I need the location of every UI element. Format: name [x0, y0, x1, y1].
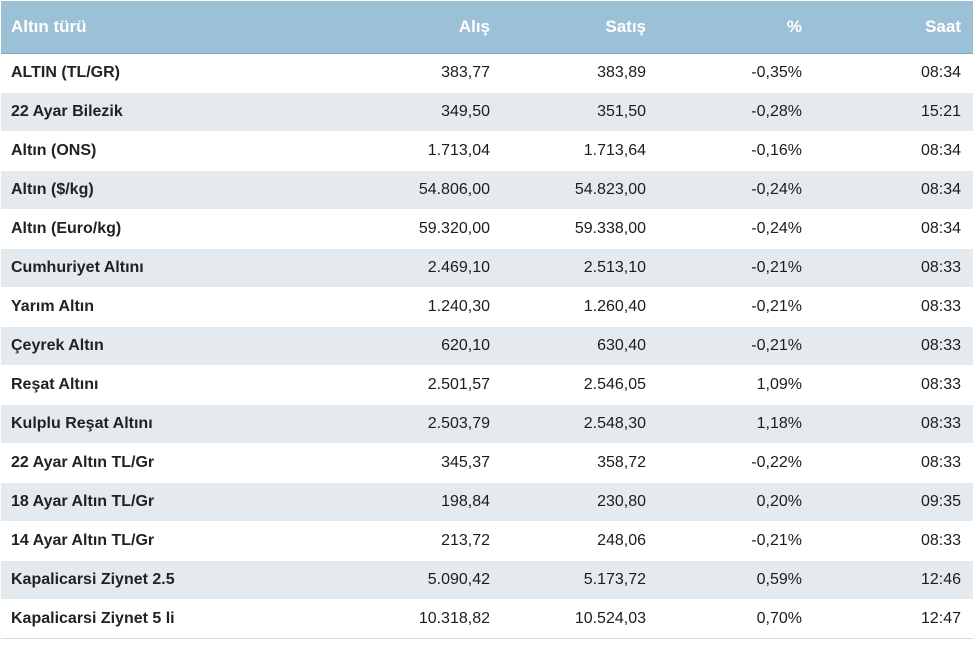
cell-time: 08:33: [814, 287, 973, 327]
table-row: 14 Ayar Altın TL/Gr 213,72 248,06 -0,21% 08:…: [1, 521, 973, 561]
cell-gold-type: Çeyrek Altın: [1, 326, 341, 366]
cell-time: 12:47: [814, 599, 973, 639]
cell-buy-price: 349,50: [341, 92, 502, 132]
cell-buy-price: 1.240,30: [341, 287, 502, 327]
header-sell: Satış: [502, 1, 658, 54]
header-type: Altın türü: [1, 1, 341, 54]
cell-time: 08:34: [814, 131, 973, 171]
cell-gold-type: ALTIN (TL/GR): [1, 53, 341, 93]
cell-sell-price: 2.548,30: [502, 404, 658, 444]
table-row: ALTIN (TL/GR) 383,77 383,89 -0,35% 08:34: [1, 53, 973, 93]
gold-prices-table: Altın türü Alış Satış % Saat ALTIN (TL/G…: [1, 1, 973, 639]
table-row: Yarım Altın 1.240,30 1.260,40 -0,21% 08:33: [1, 287, 973, 327]
table-row: 18 Ayar Altın TL/Gr 198,84 230,80 0,20% 09:3…: [1, 482, 973, 522]
table-body: ALTIN (TL/GR) 383,77 383,89 -0,35% 08:34 22 A…: [1, 53, 973, 639]
table-row: Cumhuriyet Altını 2.469,10 2.513,10 -0,21% 0…: [1, 248, 973, 288]
table-row: Çeyrek Altın 620,10 630,40 -0,21% 08:33: [1, 326, 973, 366]
cell-change-percent: -0,16%: [658, 131, 814, 171]
table-row: Altın (Euro/kg) 59.320,00 59.338,00 -0,24% 0…: [1, 209, 973, 249]
cell-time: 12:46: [814, 560, 973, 600]
cell-buy-price: 2.501,57: [341, 365, 502, 405]
cell-gold-type: Altın (Euro/kg): [1, 209, 341, 249]
cell-change-percent: -0,24%: [658, 209, 814, 249]
header-change: %: [658, 1, 814, 54]
cell-time: 15:21: [814, 92, 973, 132]
cell-sell-price: 383,89: [502, 53, 658, 93]
cell-change-percent: 1,18%: [658, 404, 814, 444]
cell-sell-price: 1.713,64: [502, 131, 658, 171]
cell-sell-price: 2.513,10: [502, 248, 658, 288]
cell-change-percent: -0,21%: [658, 248, 814, 288]
cell-buy-price: 59.320,00: [341, 209, 502, 249]
cell-gold-type: Kulplu Reşat Altını: [1, 404, 341, 444]
header-row: Altın türü Alış Satış % Saat: [1, 1, 973, 54]
table-row: 22 Ayar Bilezik 349,50 351,50 -0,28% 15:21: [1, 92, 973, 132]
table-row: 22 Ayar Altın TL/Gr 345,37 358,72 -0,22% 08:…: [1, 443, 973, 483]
cell-gold-type: 18 Ayar Altın TL/Gr: [1, 482, 341, 522]
cell-change-percent: -0,21%: [658, 287, 814, 327]
cell-gold-type: 14 Ayar Altın TL/Gr: [1, 521, 341, 561]
table-row: Kapalicarsi Ziynet 5 li 10.318,82 10.524,0…: [1, 599, 973, 639]
cell-change-percent: 0,20%: [658, 482, 814, 522]
table-row: Kapalicarsi Ziynet 2.5 5.090,42 5.173,72 0,…: [1, 560, 973, 600]
table-row: Reşat Altını 2.501,57 2.546,05 1,09% 08:33: [1, 365, 973, 405]
cell-sell-price: 54.823,00: [502, 170, 658, 210]
cell-time: 08:33: [814, 521, 973, 561]
cell-buy-price: 620,10: [341, 326, 502, 366]
header-time: Saat: [814, 1, 973, 54]
cell-buy-price: 1.713,04: [341, 131, 502, 171]
table-row: Altın ($/kg) 54.806,00 54.823,00 -0,24% 08:3…: [1, 170, 973, 210]
cell-time: 08:33: [814, 326, 973, 366]
cell-change-percent: 0,59%: [658, 560, 814, 600]
cell-buy-price: 213,72: [341, 521, 502, 561]
cell-buy-price: 5.090,42: [341, 560, 502, 600]
table-row: Kulplu Reşat Altını 2.503,79 2.548,30 1,18%…: [1, 404, 973, 444]
cell-sell-price: 1.260,40: [502, 287, 658, 327]
cell-change-percent: -0,35%: [658, 53, 814, 93]
cell-change-percent: -0,22%: [658, 443, 814, 483]
cell-time: 08:33: [814, 404, 973, 444]
cell-buy-price: 198,84: [341, 482, 502, 522]
cell-gold-type: Altın (ONS): [1, 131, 341, 171]
cell-gold-type: Altın ($/kg): [1, 170, 341, 210]
cell-sell-price: 230,80: [502, 482, 658, 522]
cell-sell-price: 59.338,00: [502, 209, 658, 249]
cell-gold-type: Kapalicarsi Ziynet 2.5: [1, 560, 341, 600]
cell-buy-price: 2.469,10: [341, 248, 502, 288]
cell-sell-price: 351,50: [502, 92, 658, 132]
cell-gold-type: Cumhuriyet Altını: [1, 248, 341, 288]
table-header: Altın türü Alış Satış % Saat: [1, 1, 973, 54]
table-row: Altın (ONS) 1.713,04 1.713,64 -0,16% 08:34: [1, 131, 973, 171]
cell-gold-type: Kapalicarsi Ziynet 5 li: [1, 599, 341, 639]
cell-change-percent: 1,09%: [658, 365, 814, 405]
cell-buy-price: 10.318,82: [341, 599, 502, 639]
cell-sell-price: 10.524,03: [502, 599, 658, 639]
header-buy: Alış: [341, 1, 502, 54]
cell-time: 08:33: [814, 248, 973, 288]
cell-sell-price: 630,40: [502, 326, 658, 366]
cell-sell-price: 248,06: [502, 521, 658, 561]
cell-time: 08:34: [814, 53, 973, 93]
cell-sell-price: 2.546,05: [502, 365, 658, 405]
cell-change-percent: -0,24%: [658, 170, 814, 210]
cell-gold-type: Reşat Altını: [1, 365, 341, 405]
cell-gold-type: 22 Ayar Altın TL/Gr: [1, 443, 341, 483]
cell-change-percent: 0,70%: [658, 599, 814, 639]
cell-sell-price: 5.173,72: [502, 560, 658, 600]
cell-gold-type: Yarım Altın: [1, 287, 341, 327]
cell-buy-price: 54.806,00: [341, 170, 502, 210]
cell-time: 08:33: [814, 443, 973, 483]
cell-change-percent: -0,28%: [658, 92, 814, 132]
cell-time: 08:34: [814, 209, 973, 249]
cell-change-percent: -0,21%: [658, 326, 814, 366]
cell-buy-price: 2.503,79: [341, 404, 502, 444]
cell-change-percent: -0,21%: [658, 521, 814, 561]
cell-gold-type: 22 Ayar Bilezik: [1, 92, 341, 132]
cell-buy-price: 345,37: [341, 443, 502, 483]
cell-sell-price: 358,72: [502, 443, 658, 483]
cell-time: 09:35: [814, 482, 973, 522]
cell-buy-price: 383,77: [341, 53, 502, 93]
cell-time: 08:34: [814, 170, 973, 210]
cell-time: 08:33: [814, 365, 973, 405]
